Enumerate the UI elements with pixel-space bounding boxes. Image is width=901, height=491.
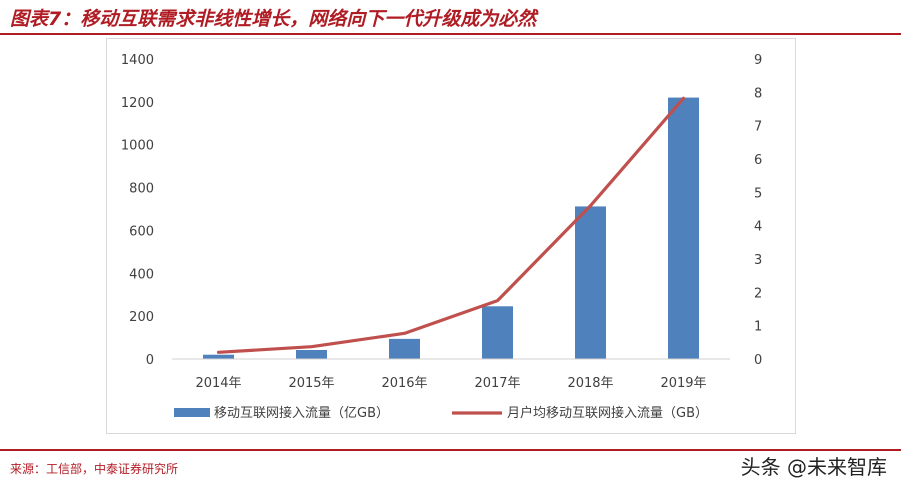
- legend-line-label: 月户均移动互联网接入流量（GB）: [507, 405, 708, 421]
- x-tick-label-3: 2017年: [474, 376, 520, 391]
- y-left-tick-label-2: 400: [129, 267, 154, 282]
- y-right-tick-label-5: 5: [754, 186, 762, 201]
- y-right-tick-label-3: 3: [754, 253, 762, 268]
- y-right-tick-label-1: 1: [754, 320, 762, 335]
- y-right-tick-label-9: 9: [754, 53, 762, 68]
- line-series: [216, 96, 686, 354]
- source-note: 来源：工信部，中泰证券研究所: [10, 462, 179, 476]
- title-bar: 图表7：移动互联需求非线性增长，网络向下一代升级成为必然: [0, 0, 901, 35]
- y-left-tick-label-1: 200: [129, 310, 154, 325]
- y-left-tick-label-5: 1000: [121, 139, 154, 154]
- bar-1: [296, 350, 327, 359]
- legend-bar-swatch: [174, 408, 210, 417]
- legend-bar-label: 移动互联网接入流量（亿GB）: [214, 405, 389, 421]
- y-left-tick-label-6: 1200: [121, 96, 154, 111]
- x-tick-label-5: 2019年: [660, 376, 706, 391]
- y-right-tick-label-0: 0: [754, 353, 762, 368]
- y-left-tick-label-3: 600: [129, 224, 154, 239]
- y-left-tick-label-4: 800: [129, 182, 154, 197]
- source-divider: [0, 449, 901, 451]
- title-divider: [0, 33, 901, 35]
- bar-3: [482, 306, 513, 359]
- y-left-tick-label-0: 0: [146, 353, 154, 368]
- bar-0: [203, 354, 234, 359]
- bar-2: [389, 338, 420, 359]
- watermark: 头条 @未来智库: [740, 455, 887, 479]
- y-right-tick-label-8: 8: [754, 86, 762, 101]
- y-right-tick-label-2: 2: [754, 286, 762, 301]
- chart-frame: 0 200 400 600 800 1000 1200 1400 0 1 2 3 4 5 6 7 8 9 2014年…: [106, 38, 796, 434]
- y-right-tick-label-6: 6: [754, 153, 762, 168]
- combo-chart: 0 200 400 600 800 1000 1200 1400 0 1 2 3 4 5 6 7 8 9 2014年…: [121, 53, 762, 421]
- y-right-tick-label-4: 4: [754, 220, 762, 235]
- y-left-tick-label-7: 1400: [121, 53, 154, 68]
- x-tick-label-1: 2015年: [288, 376, 334, 391]
- x-tick-label-4: 2018年: [567, 376, 613, 391]
- bar-4: [575, 206, 606, 359]
- x-tick-label-0: 2014年: [195, 376, 241, 391]
- y-right-tick-label-7: 7: [754, 120, 762, 135]
- figure-title: 图表7：移动互联需求非线性增长，网络向下一代升级成为必然: [10, 8, 537, 30]
- x-tick-label-2: 2016年: [381, 376, 427, 391]
- bar-5: [668, 97, 699, 360]
